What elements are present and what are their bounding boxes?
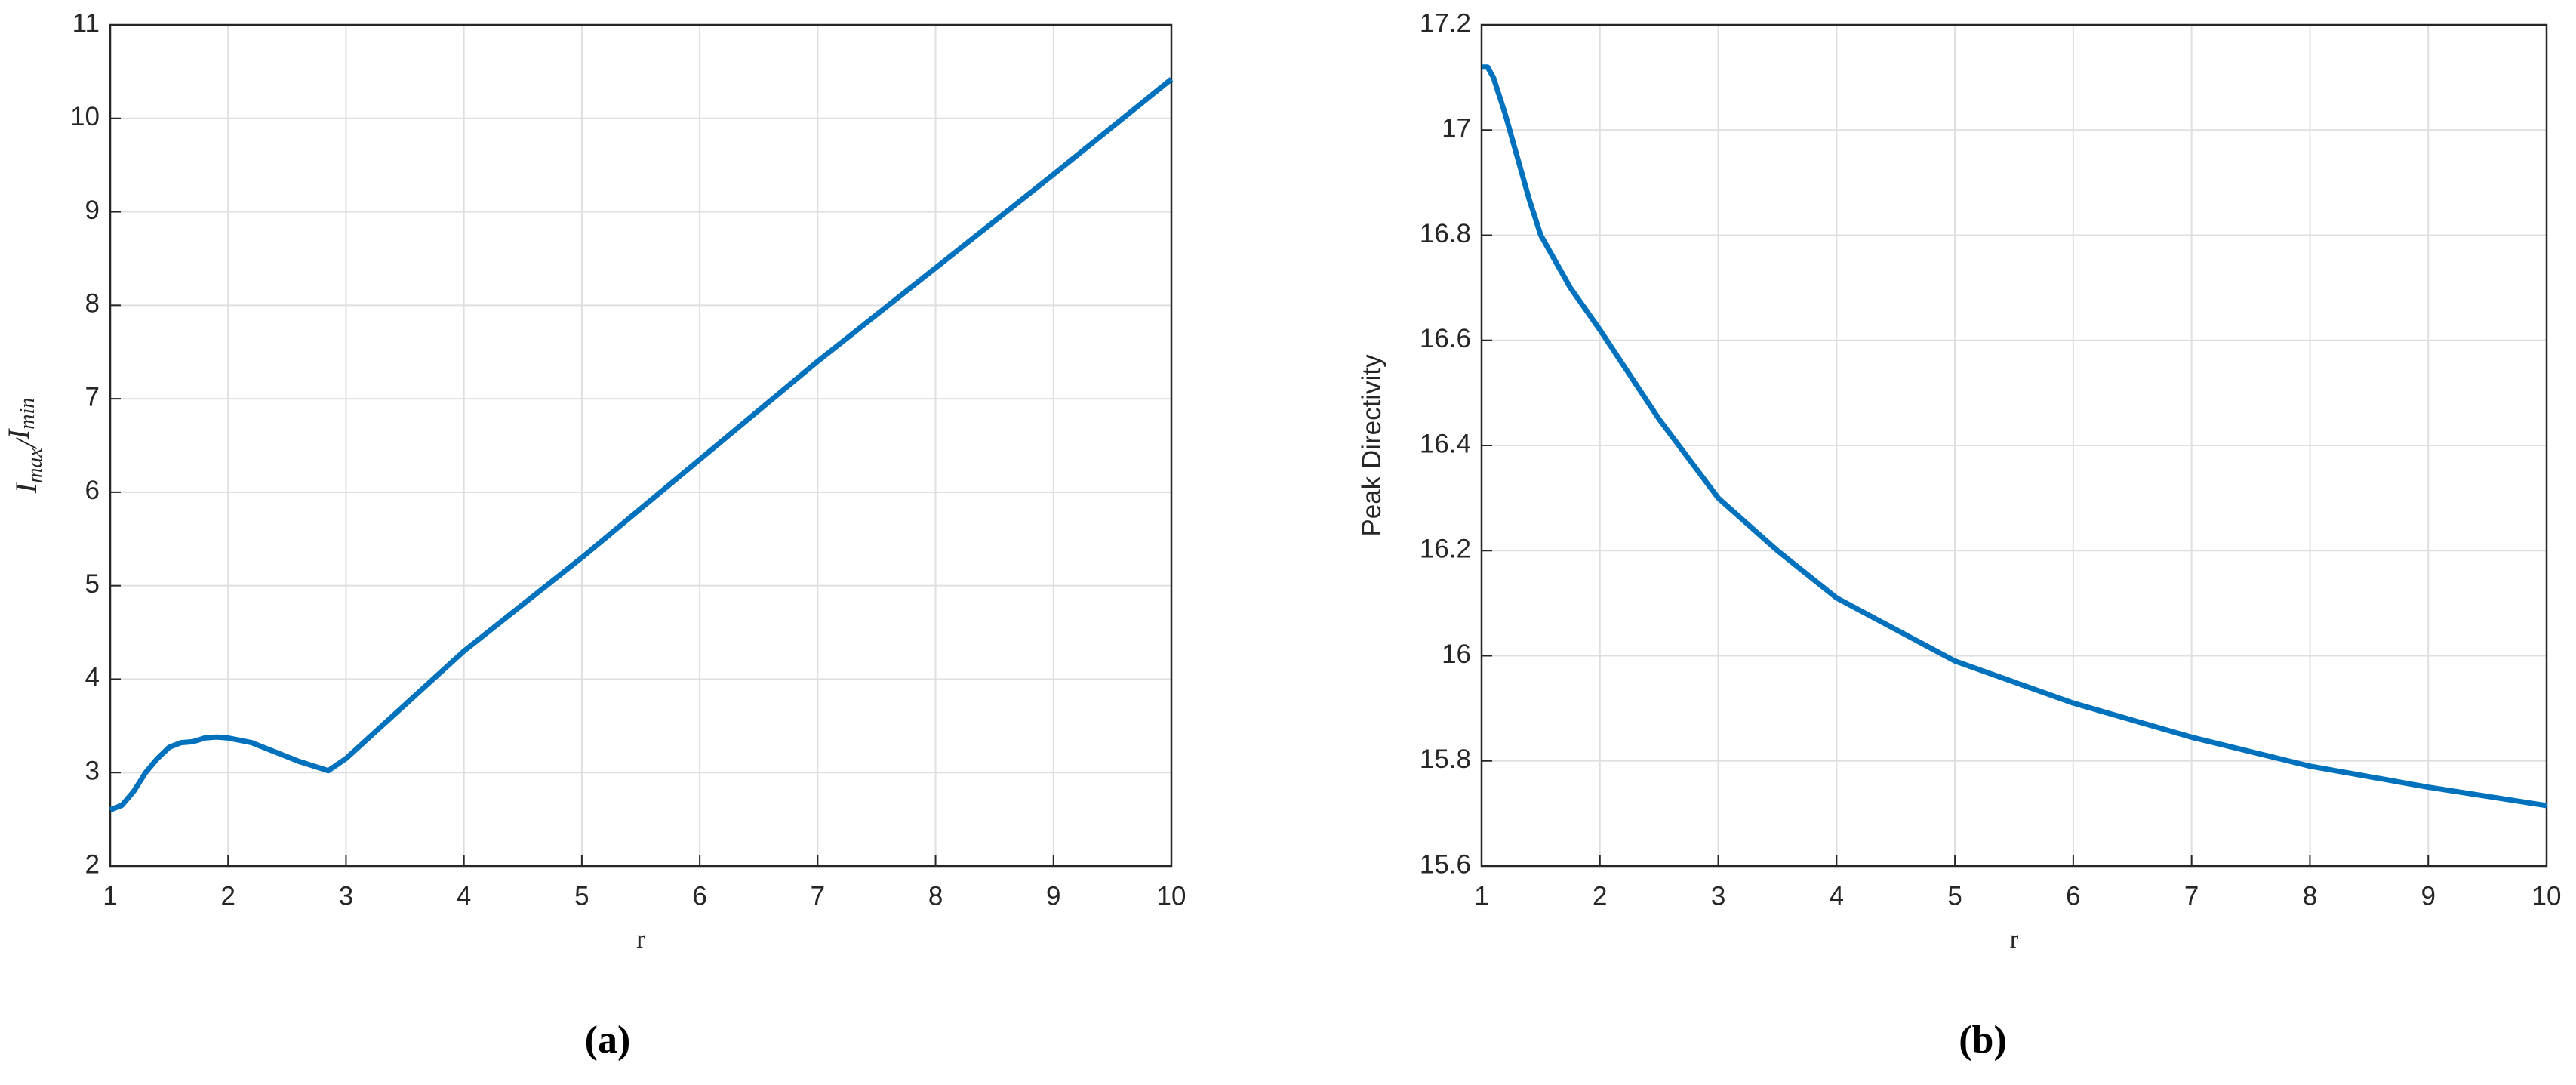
y-tick-label: 16.6 — [1420, 324, 1471, 353]
data-line — [109, 77, 1174, 812]
y-tick-label: 15.6 — [1420, 849, 1471, 879]
y-tick-label: 9 — [85, 196, 100, 225]
x-axis-label: r — [2010, 924, 2019, 954]
y-tick-label: 16.4 — [1420, 429, 1471, 458]
x-tick-label: 8 — [928, 881, 943, 911]
y-tick-label: 2 — [85, 849, 100, 879]
x-axis-label: r — [636, 924, 645, 954]
y-tick-label: 17.2 — [1420, 8, 1471, 38]
x-tick-label: 4 — [1830, 881, 1844, 911]
x-tick-label: 5 — [574, 881, 589, 911]
subplot: 1 2 3 4 5 6 7 8 9 10 15.6 15.8 16 16.2 16.4 16.6 16.8 17 1… — [1357, 8, 2561, 1062]
data-line — [1482, 64, 2547, 809]
y-label-subscript: max — [23, 448, 47, 483]
x-tick-label: 8 — [2303, 881, 2317, 911]
y-tick-label: 6 — [85, 476, 100, 505]
x-tick-label: 7 — [811, 881, 825, 911]
y-tick-label: 17 — [1442, 114, 1471, 143]
y-label-part: I — [9, 482, 43, 494]
y-tick-label: 10 — [70, 102, 100, 131]
x-tick-label: 2 — [1593, 881, 1607, 911]
y-tick-label: 8 — [85, 289, 100, 319]
x-tick-label: 5 — [1947, 881, 1962, 911]
y-axis-label: Peak Directivity — [1357, 354, 1386, 537]
y-label-part: I — [2, 428, 35, 440]
x-tick-label: 4 — [457, 881, 471, 911]
axes-box — [109, 23, 1173, 868]
axes-box — [1480, 23, 2548, 868]
y-label-subscript: min — [16, 398, 39, 430]
y-axis-label: Imax/Imin — [2, 398, 47, 494]
x-tick-label: 9 — [1046, 881, 1060, 911]
x-tick-label: 9 — [2421, 881, 2435, 911]
x-tick-label: 10 — [2532, 881, 2562, 911]
y-tick-label: 3 — [85, 756, 100, 785]
y-tick-label: 15.8 — [1420, 744, 1471, 774]
x-tick-label: 3 — [1711, 881, 1725, 911]
y-label-part: / — [9, 436, 43, 449]
y-tick-label: 4 — [85, 663, 100, 692]
y-tick-label: 5 — [85, 569, 100, 599]
caption: (b) — [1959, 1019, 2007, 1062]
y-tick-label: 16.2 — [1420, 535, 1471, 564]
x-tick-label: 2 — [220, 881, 235, 911]
x-tick-label: 6 — [692, 881, 706, 911]
caption: (a) — [585, 1019, 631, 1062]
x-tick-label: 6 — [2066, 881, 2080, 911]
x-tick-label: 1 — [103, 881, 117, 911]
y-tick-label: 11 — [72, 8, 100, 38]
y-tick-label: 16 — [1442, 640, 1471, 669]
y-tick-label: 7 — [85, 382, 100, 411]
y-label-part: Peak Directivity — [1357, 354, 1386, 537]
x-tick-label: 7 — [2184, 881, 2199, 911]
x-tick-label: 1 — [1474, 881, 1488, 911]
x-tick-label: 10 — [1157, 881, 1186, 911]
x-tick-label: 3 — [339, 881, 353, 911]
y-tick-label: 16.8 — [1420, 219, 1471, 248]
